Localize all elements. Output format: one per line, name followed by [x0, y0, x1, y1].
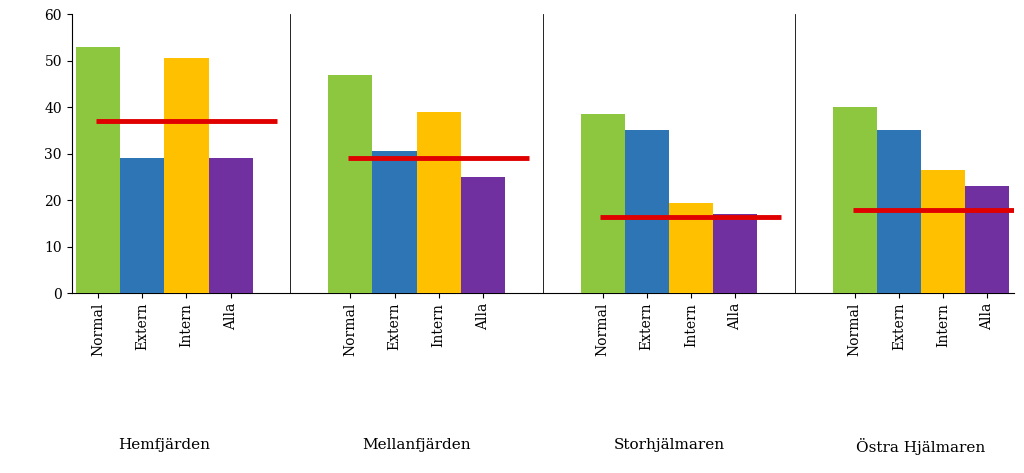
Bar	[833, 107, 877, 293]
Bar	[417, 112, 461, 293]
Bar	[165, 58, 209, 293]
Text: Mellanfjärden: Mellanfjärden	[362, 438, 471, 452]
Bar	[921, 170, 966, 293]
Bar	[625, 131, 669, 293]
Bar	[461, 177, 505, 293]
Text: Storhjälmaren: Storhjälmaren	[613, 438, 724, 452]
Bar	[120, 158, 165, 293]
Bar	[581, 114, 625, 293]
Bar	[329, 75, 373, 293]
Bar	[373, 151, 417, 293]
Text: Hemfjärden: Hemfjärden	[119, 438, 210, 452]
Bar	[669, 202, 713, 293]
Bar	[209, 158, 253, 293]
Bar	[713, 214, 757, 293]
Bar	[966, 186, 1010, 293]
Bar	[76, 47, 120, 293]
Bar	[877, 131, 921, 293]
Text: Östra Hjälmaren: Östra Hjälmaren	[856, 438, 986, 455]
